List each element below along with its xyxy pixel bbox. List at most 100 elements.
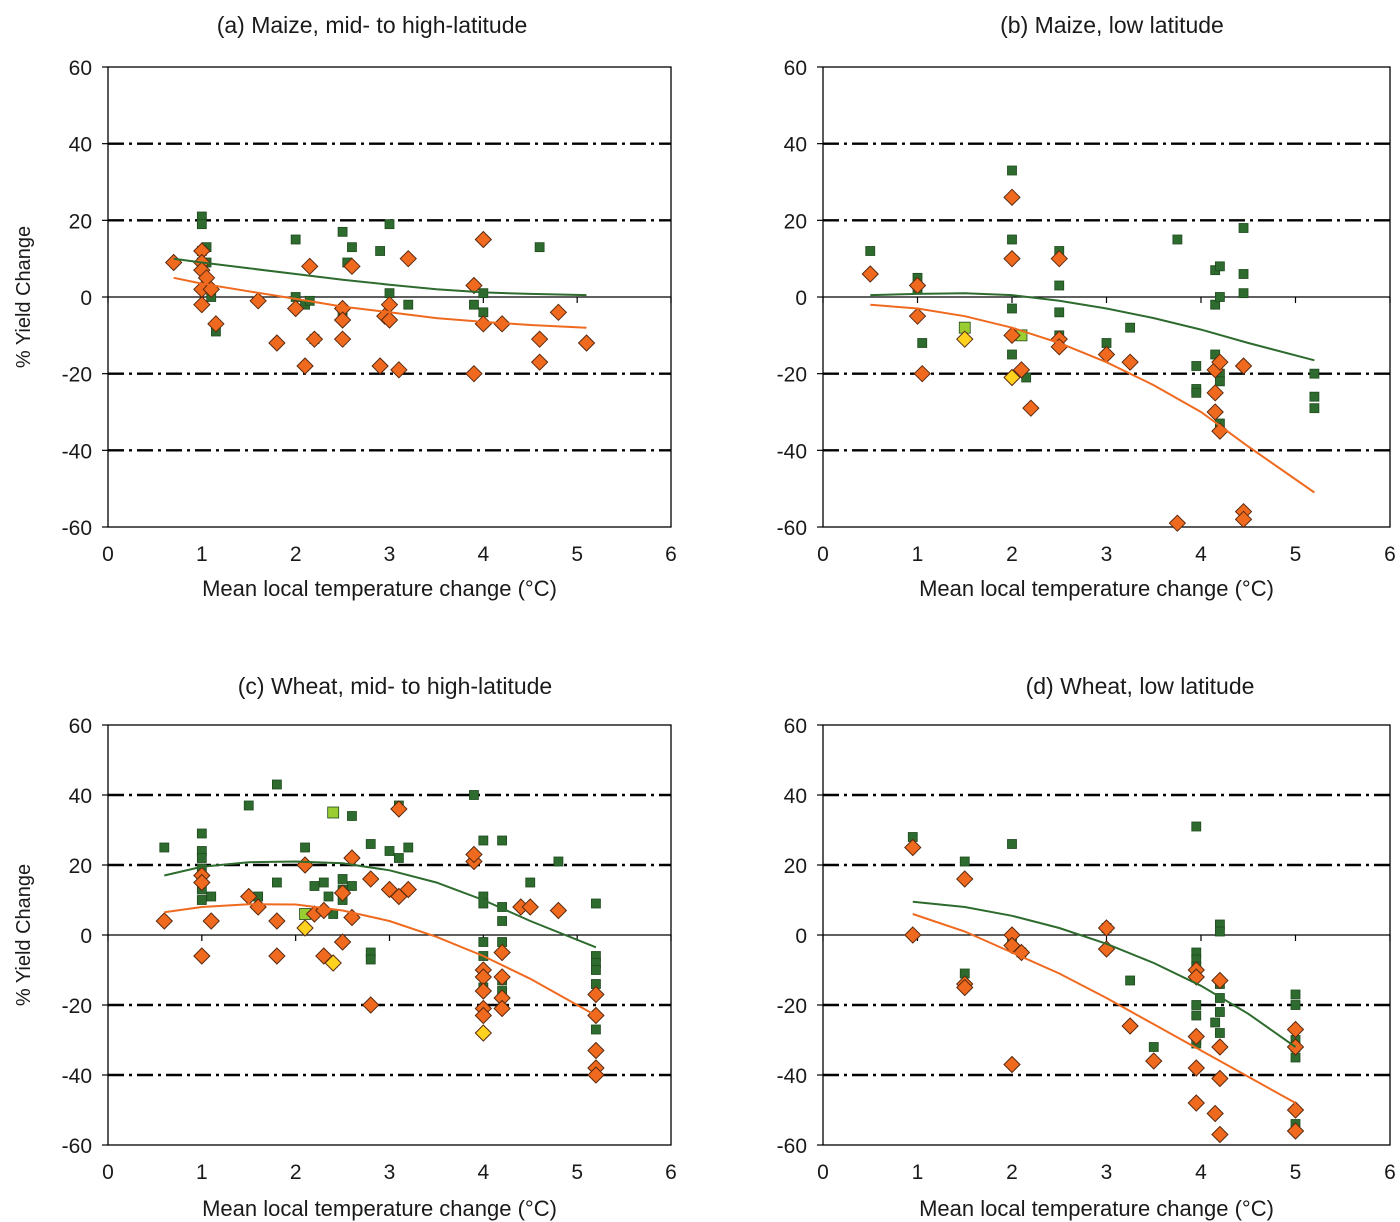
square-point [337, 874, 348, 884]
x-tick-label: 4 [1195, 543, 1207, 566]
diamond-point [474, 1024, 493, 1042]
diamond-point [956, 330, 974, 348]
panel-1: (a) Maize, mid- to high-latitude 0 1 2 3 4 5 6 6… [13, 12, 677, 601]
series-diamond [904, 838, 1305, 1144]
diamond-point [343, 849, 361, 867]
diamond-point [207, 315, 225, 333]
x-tick-label: 4 [1195, 1161, 1207, 1184]
panel-title: (c) Wheat, mid- to high-latitude [238, 673, 552, 699]
diamond-point [587, 1066, 605, 1084]
y-tick-label: -40 [777, 440, 807, 463]
diamond-point [399, 249, 417, 268]
x-tick-label: 0 [102, 1161, 114, 1184]
diamond-point [474, 1006, 493, 1025]
diamond-point [1206, 384, 1224, 402]
y-tick-label: 0 [795, 287, 807, 310]
square-point [347, 242, 357, 253]
y-axis-label: % Yield Change [13, 864, 35, 1006]
diamond-point [371, 357, 389, 375]
square-point [917, 338, 928, 348]
x-axis-label: Mean local temperature change (°C) [919, 576, 1274, 601]
diamond-point [1211, 353, 1229, 371]
x-tick-label: 6 [1384, 1161, 1396, 1184]
diamond-point [193, 295, 211, 314]
y-tick-label: 60 [784, 715, 807, 738]
y-tick-label: 20 [69, 210, 92, 233]
diamond-point [1206, 403, 1224, 421]
x-tick-label: 0 [102, 543, 114, 566]
x-tick-label: 2 [290, 543, 302, 566]
square-point [591, 965, 601, 975]
diamond-point [362, 870, 380, 888]
y-tick-label: -20 [777, 364, 807, 387]
square-point [1309, 391, 1320, 402]
diamond-point [474, 982, 493, 1000]
square-point [323, 891, 334, 902]
fit-curve [164, 903, 597, 1017]
square-point [1290, 1000, 1301, 1010]
square-point [196, 853, 207, 863]
diamond-point [861, 265, 879, 283]
square-point [337, 226, 348, 237]
diamond-point [1168, 514, 1187, 532]
diamond-point [390, 361, 408, 379]
diamond-point [587, 1006, 605, 1025]
square-point [1007, 349, 1017, 360]
diamond-point [913, 364, 931, 383]
x-tick-label: 3 [384, 1161, 396, 1184]
y-tick-label: 40 [784, 134, 807, 157]
square-point [591, 1024, 601, 1035]
diamond-point [904, 838, 922, 857]
x-tick-label: 4 [477, 1161, 489, 1184]
square-point [403, 299, 414, 310]
diamond-point [1003, 368, 1021, 387]
diamond-point [956, 978, 974, 997]
square-point [1215, 1007, 1225, 1017]
fit-curve [870, 303, 1315, 494]
y-tick-label: 40 [69, 134, 92, 157]
square-point [553, 856, 564, 867]
square-point [403, 842, 414, 853]
square-point [384, 219, 395, 230]
diamond-point [362, 996, 380, 1014]
y-tick-label: -40 [62, 440, 92, 463]
diamond-point [1022, 399, 1040, 417]
square-point [1215, 1028, 1225, 1038]
diamond-point [380, 311, 399, 329]
y-tick-label: 0 [80, 925, 92, 948]
square-point [327, 806, 340, 819]
diamond-point [549, 303, 568, 322]
square-point [1191, 1010, 1202, 1021]
diamond-point [249, 292, 267, 310]
x-tick-label: 5 [1290, 1161, 1302, 1184]
square-point [959, 856, 970, 867]
square-point [375, 246, 386, 256]
y-tick-label: 20 [784, 855, 807, 878]
square-point [1290, 989, 1301, 1000]
diamond-point [1187, 1059, 1205, 1077]
x-tick-label: 0 [817, 1161, 829, 1184]
diamond-point [268, 947, 286, 965]
x-tick-label: 4 [477, 543, 489, 566]
diamond-point [521, 898, 539, 916]
x-tick-label: 5 [571, 1161, 583, 1184]
diamond-point [577, 334, 596, 352]
diamond-point [1187, 1027, 1205, 1046]
y-tick-label: 60 [69, 57, 92, 80]
diamond-point [305, 330, 324, 348]
y-tick-label: -20 [62, 364, 92, 387]
y-tick-label: 0 [795, 925, 807, 948]
x-tick-label: 1 [912, 1161, 924, 1184]
fit-curve [173, 276, 587, 329]
x-tick-label: 6 [665, 1161, 677, 1184]
y-tick-label: 20 [69, 855, 92, 878]
y-tick-label: 60 [69, 715, 92, 738]
square-point [1191, 1000, 1202, 1010]
square-point [290, 234, 301, 245]
diamond-point [1121, 1017, 1139, 1035]
x-tick-label: 2 [290, 1161, 302, 1184]
diamond-point [1206, 1104, 1224, 1123]
fit-curve [912, 913, 1296, 1104]
diamond-point [1211, 971, 1229, 990]
diamond-point [333, 311, 352, 329]
